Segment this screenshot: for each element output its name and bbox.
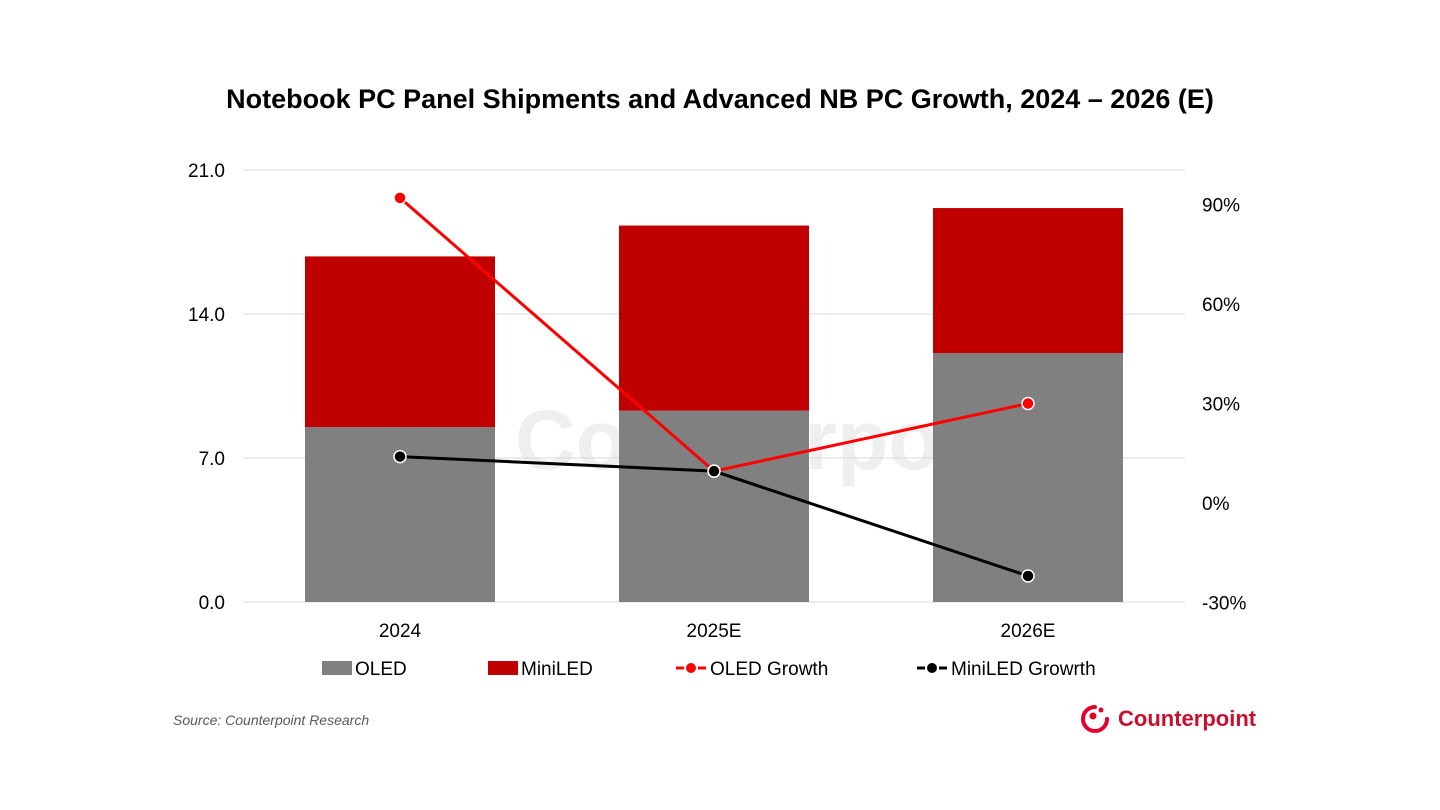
legend-swatch	[322, 661, 352, 675]
counterpoint-logo-icon	[1081, 705, 1109, 733]
legend-marker	[686, 663, 696, 673]
point-miniled-growrth	[1021, 569, 1035, 583]
bar-oled	[619, 410, 809, 602]
category-label: 2025E	[687, 621, 742, 642]
point-oled-growth	[393, 191, 407, 205]
left-axis-tick-label: 0.0	[199, 593, 225, 614]
left-axis-tick-label: 14.0	[188, 305, 225, 326]
right-axis-tick-label: -30%	[1202, 594, 1246, 615]
chart-title: Notebook PC Panel Shipments and Advanced…	[226, 84, 1214, 114]
legend-label: MiniLED Growrth	[951, 659, 1096, 680]
right-axis-tick-label: 0%	[1202, 494, 1230, 515]
legend-marker	[927, 663, 937, 673]
left-axis-tick-label: 21.0	[188, 161, 225, 182]
bar-miniled	[619, 225, 809, 411]
point-miniled-growrth	[393, 449, 407, 464]
category-label: 2024	[379, 621, 422, 642]
point-miniled-growrth	[707, 464, 721, 478]
legend-label: MiniLED	[521, 659, 593, 680]
bar-miniled	[933, 208, 1123, 354]
left-axis-tick-label: 7.0	[199, 449, 225, 470]
legend-label: OLED Growth	[710, 659, 828, 680]
right-axis-tick-label: 90%	[1202, 196, 1240, 217]
right-axis-tick-label: 30%	[1202, 395, 1240, 416]
point-oled-growth	[1021, 396, 1035, 411]
legend-swatch	[488, 661, 518, 675]
bar-oled	[933, 353, 1123, 602]
source-note: Source: Counterpoint Research	[173, 712, 370, 728]
category-label: 2026E	[1001, 621, 1056, 642]
brand-logo: Counterpoint	[1080, 704, 1256, 734]
legend-label: OLED	[355, 659, 407, 680]
bar-miniled	[305, 256, 495, 428]
logo-text: Counterpoint	[1118, 706, 1257, 731]
right-axis-tick-label: 60%	[1202, 295, 1240, 316]
